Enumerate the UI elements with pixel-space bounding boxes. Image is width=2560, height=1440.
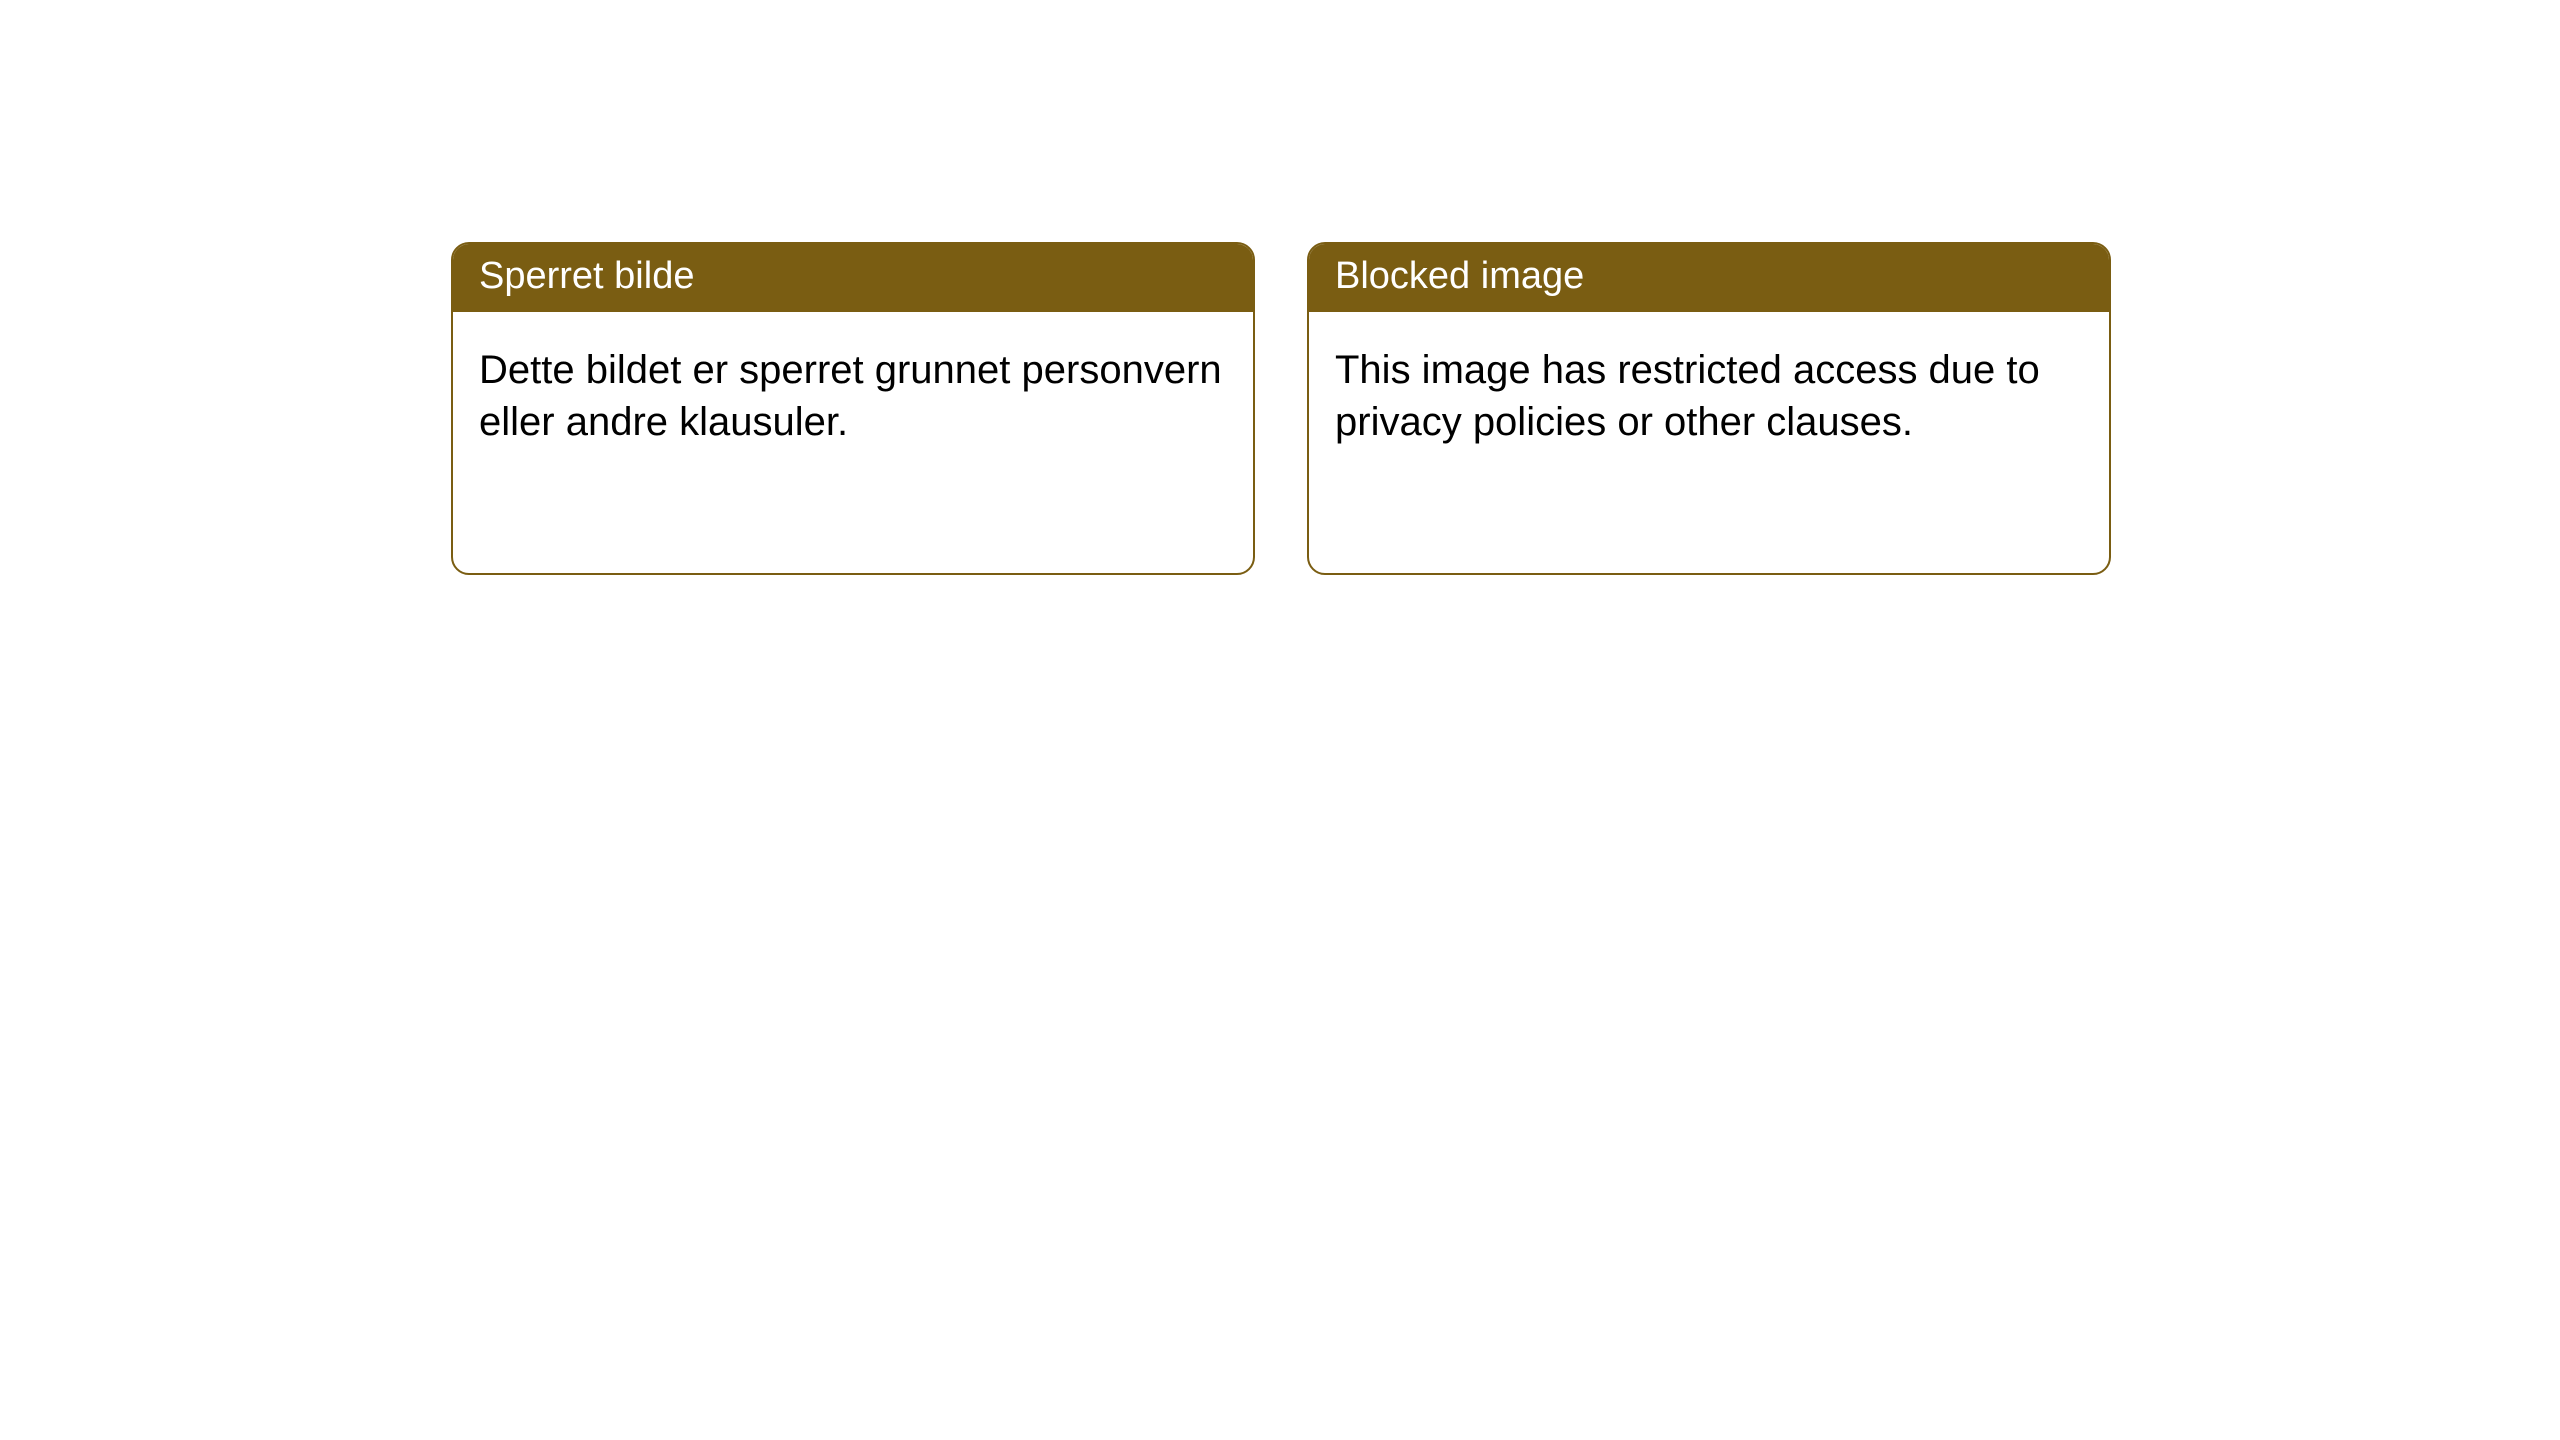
- notice-card-title: Sperret bilde: [453, 244, 1253, 312]
- notice-card-body: Dette bildet er sperret grunnet personve…: [453, 312, 1253, 480]
- notice-card-body: This image has restricted access due to …: [1309, 312, 2109, 480]
- notice-card-english: Blocked image This image has restricted …: [1307, 242, 2111, 575]
- notice-card-title: Blocked image: [1309, 244, 2109, 312]
- notice-container: Sperret bilde Dette bildet er sperret gr…: [451, 242, 2111, 575]
- notice-card-norwegian: Sperret bilde Dette bildet er sperret gr…: [451, 242, 1255, 575]
